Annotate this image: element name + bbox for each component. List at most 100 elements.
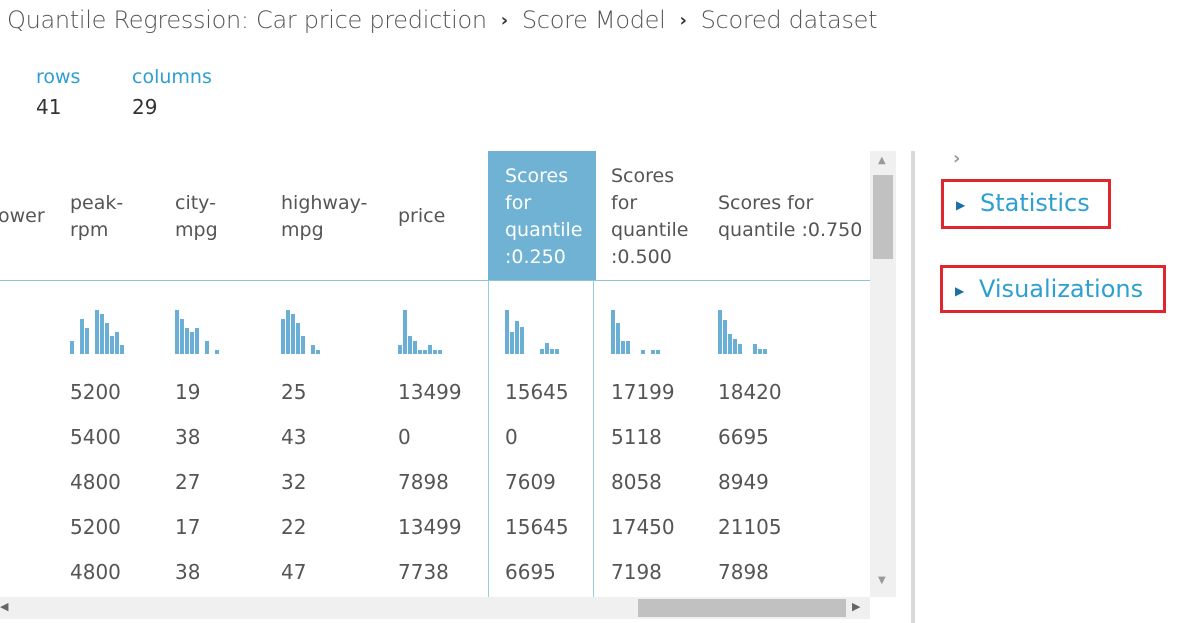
histogram-bar (418, 349, 422, 354)
visualizations-section[interactable]: ▶ Visualizations (940, 265, 1166, 313)
breadcrumb-separator-icon: › (500, 10, 508, 31)
table-cell[interactable]: 17199 (611, 380, 675, 404)
column-header[interactable]: city-mpg (175, 190, 218, 244)
table-cell[interactable]: 5118 (611, 425, 662, 449)
horizontal-scrollbar[interactable]: ◀ ▶ (0, 597, 870, 619)
collapse-panel-icon[interactable]: › (953, 148, 961, 169)
column-header-line: for (611, 191, 638, 214)
column-header[interactable]: price (398, 203, 445, 230)
header-divider (0, 280, 870, 281)
table-cell[interactable]: 8949 (718, 470, 769, 494)
table-cell[interactable]: 17 (175, 515, 201, 539)
histogram-bar (185, 327, 189, 354)
table-cell[interactable]: 5200 (70, 380, 121, 404)
rows-label: rows (36, 66, 81, 88)
breadcrumb-item-current: Scored dataset (700, 6, 878, 34)
column-histogram[interactable] (70, 308, 125, 354)
column-header[interactable]: Scores for quantile:0.500 (611, 163, 688, 271)
histogram-bar (626, 340, 630, 354)
histogram-bar (433, 349, 437, 354)
column-header[interactable]: Scores for quantile :0.750 (718, 190, 862, 244)
table-cell[interactable]: 4800 (70, 560, 121, 584)
column-header-line: mpg (281, 218, 324, 241)
column-histogram[interactable] (398, 308, 443, 354)
table-cell[interactable]: 0 (398, 425, 411, 449)
columns-value: 29 (132, 95, 158, 119)
table-cell[interactable]: 38 (175, 560, 201, 584)
histogram-bar (545, 343, 549, 354)
column-header-line: for (505, 191, 532, 214)
column-histogram[interactable] (611, 308, 661, 354)
selected-column-header-bg[interactable] (488, 151, 596, 280)
table-cell[interactable]: 6695 (505, 560, 556, 584)
column-header-line: mpg (175, 218, 218, 241)
column-histogram[interactable] (175, 308, 220, 354)
scroll-up-icon[interactable]: ▲ (878, 155, 886, 166)
histogram-bar (428, 345, 432, 354)
histogram-bar (763, 349, 767, 354)
vertical-scrollbar[interactable]: ▲ ▼ (870, 151, 896, 597)
visualizations-label: Visualizations (979, 275, 1144, 303)
histogram-bar (616, 323, 620, 354)
table-cell[interactable]: 15645 (505, 380, 569, 404)
table-cell[interactable]: 7898 (718, 560, 769, 584)
histogram-bar (215, 349, 219, 354)
histogram-bar (555, 348, 559, 354)
histogram-bar (286, 310, 290, 354)
table-cell[interactable]: 5400 (70, 425, 121, 449)
histogram-bar (611, 310, 615, 354)
column-header[interactable]: ower (0, 203, 45, 230)
scroll-down-icon[interactable]: ▼ (878, 575, 886, 586)
table-cell[interactable]: 8058 (611, 470, 662, 494)
breadcrumb-item-experiment[interactable]: Quantile Regression: Car price predictio… (7, 6, 487, 34)
table-cell[interactable]: 7609 (505, 470, 556, 494)
scroll-left-icon[interactable]: ◀ (0, 600, 9, 613)
table-cell[interactable]: 47 (281, 560, 307, 584)
column-header-line: :0.500 (611, 245, 672, 268)
table-cell[interactable]: 38 (175, 425, 201, 449)
table-cell[interactable]: 4800 (70, 470, 121, 494)
table-cell[interactable]: 7898 (398, 470, 449, 494)
histogram-bar (621, 340, 625, 354)
column-histogram[interactable] (718, 308, 768, 354)
table-cell[interactable]: 5200 (70, 515, 121, 539)
scroll-right-icon[interactable]: ▶ (852, 600, 861, 613)
table-cell[interactable]: 32 (281, 470, 307, 494)
table-cell[interactable]: 17450 (611, 515, 675, 539)
table-cell[interactable]: 22 (281, 515, 307, 539)
column-histogram[interactable] (281, 308, 321, 354)
table-cell[interactable]: 0 (505, 425, 518, 449)
table-cell[interactable]: 18420 (718, 380, 782, 404)
histogram-bar (398, 345, 402, 354)
columns-summary: columns 29 (132, 66, 212, 119)
table-cell[interactable]: 27 (175, 470, 201, 494)
breadcrumb-item-module[interactable]: Score Model (521, 6, 666, 34)
table-cell[interactable]: 13499 (398, 380, 462, 404)
histogram-bar (413, 340, 417, 354)
column-header[interactable]: highway-mpg (281, 190, 367, 244)
rows-summary: rows 41 (36, 66, 80, 119)
selected-column-outline (488, 151, 594, 597)
column-header[interactable]: Scores for quantile:0.250 (505, 163, 582, 271)
histogram-bar (85, 327, 89, 354)
table-cell[interactable]: 7198 (611, 560, 662, 584)
column-histogram[interactable] (505, 308, 560, 354)
histogram-bar (296, 323, 300, 354)
histogram-bar (301, 336, 305, 354)
table-cell[interactable]: 13499 (398, 515, 462, 539)
table-cell[interactable]: 25 (281, 380, 307, 404)
column-header[interactable]: peak-rpm (70, 190, 123, 244)
table-cell[interactable]: 19 (175, 380, 201, 404)
table-cell[interactable]: 21105 (718, 515, 782, 539)
table-cell[interactable]: 6695 (718, 425, 769, 449)
panel-splitter[interactable] (911, 151, 915, 623)
histogram-bar (651, 349, 655, 354)
histogram-bar (70, 340, 74, 354)
column-header-line: Scores (505, 164, 569, 187)
horizontal-scroll-thumb[interactable] (638, 599, 846, 617)
table-cell[interactable]: 15645 (505, 515, 569, 539)
vertical-scroll-thumb[interactable] (873, 175, 893, 259)
table-cell[interactable]: 43 (281, 425, 307, 449)
statistics-section[interactable]: ▶ Statistics (941, 179, 1111, 229)
table-cell[interactable]: 7738 (398, 560, 449, 584)
